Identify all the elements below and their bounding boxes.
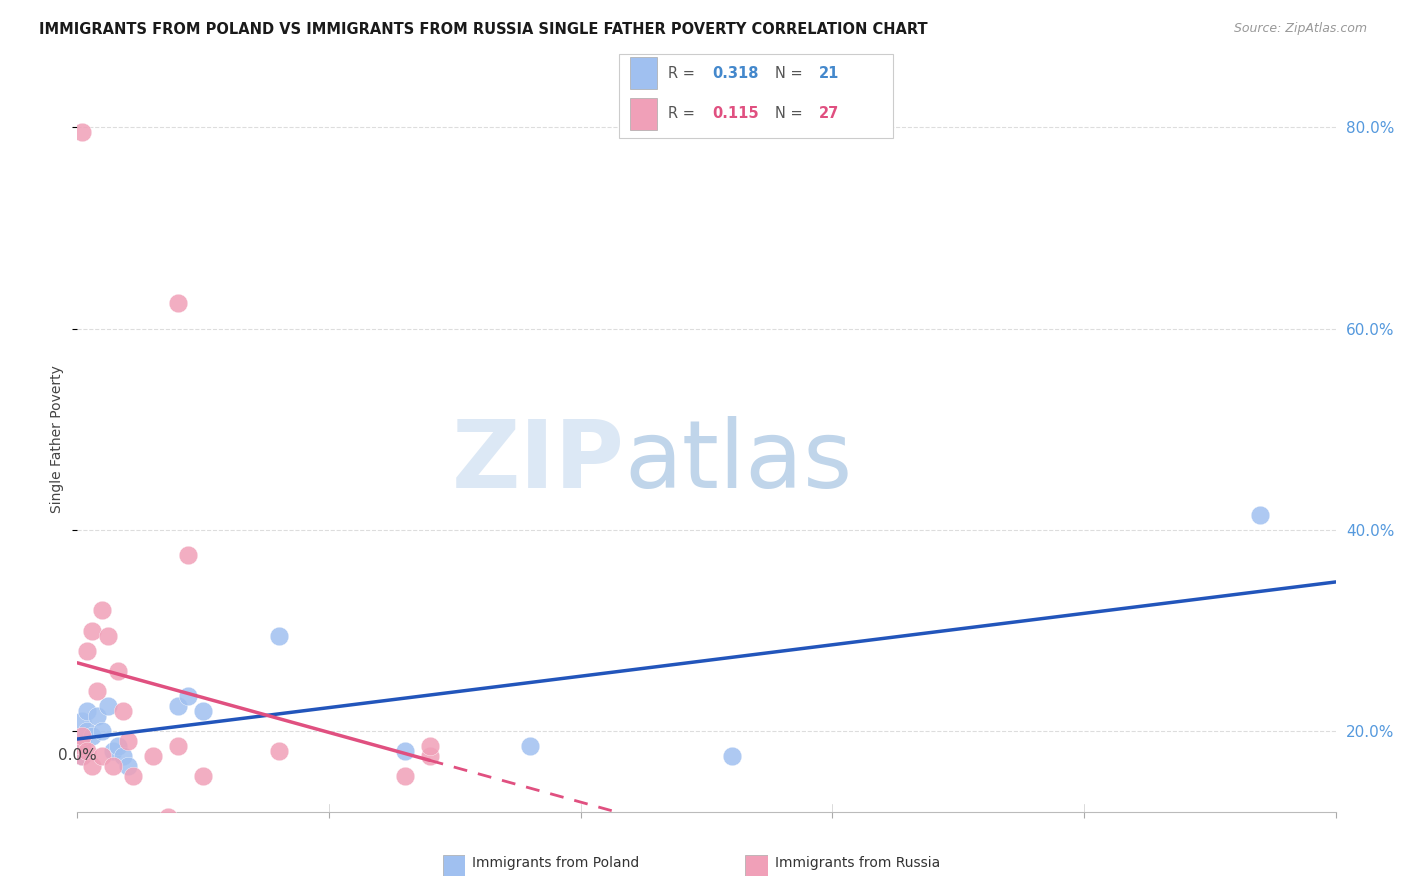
Text: IMMIGRANTS FROM POLAND VS IMMIGRANTS FROM RUSSIA SINGLE FATHER POVERTY CORRELATI: IMMIGRANTS FROM POLAND VS IMMIGRANTS FRO… [39, 22, 928, 37]
Point [96, 629, 118, 643]
Point [177, 548, 200, 562]
Point [72, 734, 94, 748]
Text: R =: R = [668, 106, 695, 121]
Point [117, 734, 139, 748]
Point [191, 770, 215, 784]
Point [191, 704, 215, 718]
Point [111, 749, 134, 764]
Text: N =: N = [775, 65, 803, 80]
Point [167, 699, 190, 714]
Point [76, 643, 98, 657]
Y-axis label: Single Father Poverty: Single Father Poverty [51, 366, 65, 513]
Point [519, 739, 541, 754]
Text: Immigrants from Poland: Immigrants from Poland [472, 856, 640, 871]
Point [177, 689, 200, 703]
Point [82, 759, 104, 773]
Point [72, 729, 94, 743]
Text: ZIP: ZIP [451, 416, 624, 508]
Point [267, 629, 290, 643]
Point [82, 729, 104, 743]
Point [111, 704, 134, 718]
Text: N =: N = [775, 106, 803, 121]
Text: Source: ZipAtlas.com: Source: ZipAtlas.com [1233, 22, 1367, 36]
Text: atlas: atlas [624, 416, 853, 508]
Point [72, 739, 94, 754]
Point [72, 749, 94, 764]
Text: 0.0%: 0.0% [58, 748, 97, 764]
Text: Immigrants from Russia: Immigrants from Russia [775, 856, 941, 871]
Point [101, 744, 124, 758]
Point [1249, 508, 1271, 522]
Point [91, 749, 114, 764]
Text: 21: 21 [818, 65, 839, 80]
Point [91, 724, 114, 739]
Text: 0.115: 0.115 [711, 106, 758, 121]
Point [107, 664, 129, 678]
Point [86, 709, 108, 723]
Point [76, 744, 98, 758]
Point [267, 744, 290, 758]
Point [167, 296, 190, 310]
Point [91, 603, 114, 617]
Point [82, 624, 104, 638]
Text: R =: R = [668, 65, 695, 80]
Point [167, 739, 190, 754]
Point [101, 759, 124, 773]
Point [720, 749, 742, 764]
Point [117, 759, 139, 773]
Point [86, 684, 108, 698]
Point [76, 724, 98, 739]
Point [72, 125, 94, 139]
Text: 27: 27 [818, 106, 839, 121]
Point [142, 749, 165, 764]
Point [419, 749, 441, 764]
Point [419, 739, 441, 754]
Point [394, 744, 416, 758]
Point [72, 749, 94, 764]
Point [394, 770, 416, 784]
Bar [630, 57, 657, 89]
Text: 0.318: 0.318 [711, 65, 758, 80]
Point [107, 739, 129, 754]
Point [96, 699, 118, 714]
Point [156, 810, 179, 824]
Point [76, 704, 98, 718]
Point [72, 714, 94, 728]
Bar [630, 97, 657, 130]
Point [121, 770, 143, 784]
